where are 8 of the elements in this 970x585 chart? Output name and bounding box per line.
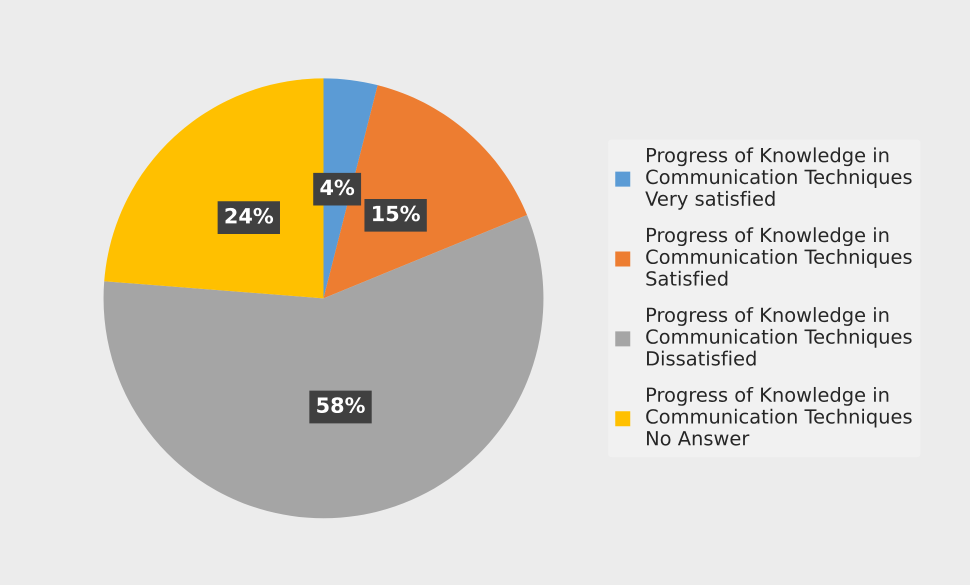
data-label: 58% (317, 397, 365, 414)
legend-label: Progress of Knowledge in Communication Techniques Very satisfied (645, 147, 912, 210)
legend-label: Progress of Knowledge in Communication Techniques Dissatisfied (646, 307, 912, 366)
data-label: 4% (320, 180, 354, 196)
data-label: 24% (226, 208, 274, 224)
legend-label: Progress of Knowledge in Communication Techniques Satisfied (646, 227, 912, 286)
legend-label: Progress of Knowledge in Communication Techniques No Answer (646, 386, 912, 446)
data-label: 15% (373, 206, 420, 222)
